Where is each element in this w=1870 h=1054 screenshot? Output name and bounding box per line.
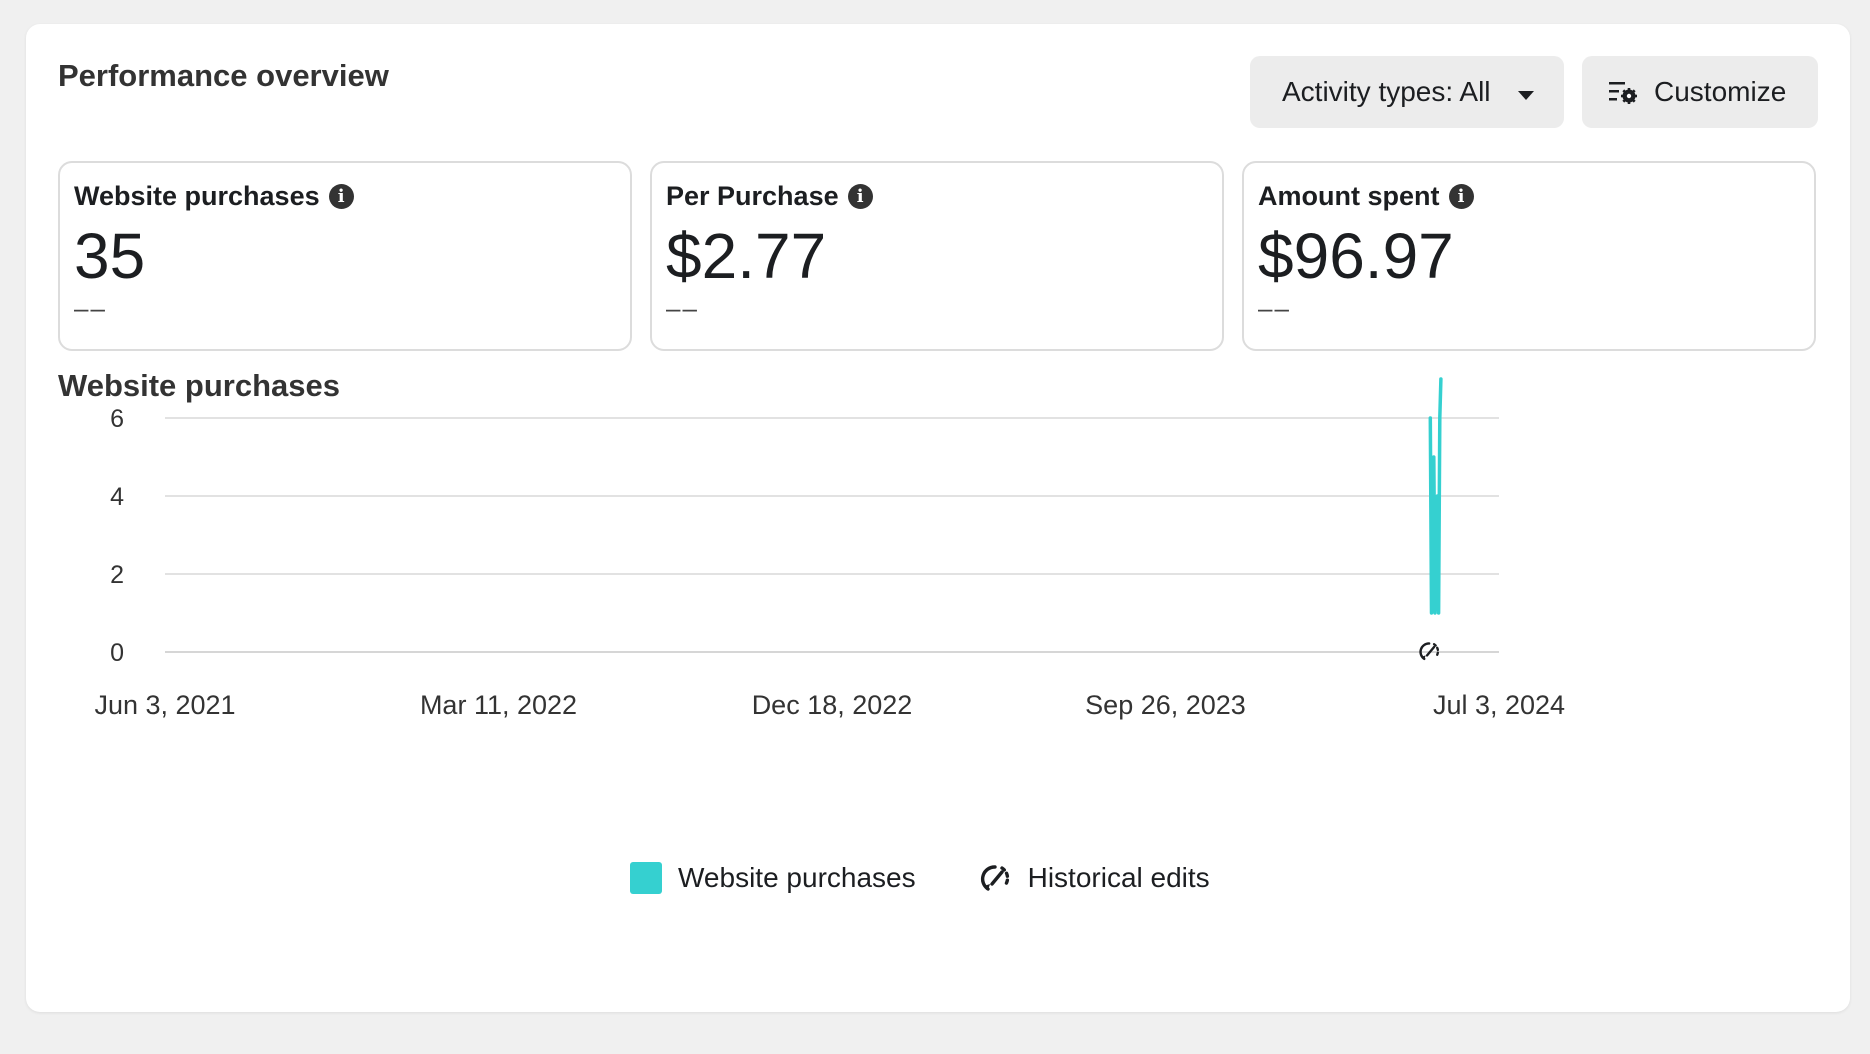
- customize-button[interactable]: Customize: [1582, 56, 1818, 128]
- metric-change: ––: [1258, 293, 1291, 323]
- metric-label-row: Amount spent i: [1258, 181, 1474, 212]
- activity-types-dropdown[interactable]: Activity types: All: [1250, 56, 1564, 128]
- customize-settings-icon: [1608, 79, 1638, 105]
- legend-label: Website purchases: [678, 862, 916, 893]
- historical-edit-icon: [978, 862, 1014, 894]
- metric-label: Website purchases: [74, 181, 320, 211]
- metric-change: ––: [74, 293, 107, 323]
- metric-label-row: Per Purchase i: [666, 181, 873, 212]
- metric-label: Per Purchase: [666, 181, 839, 211]
- caret-down-icon: [1517, 76, 1535, 108]
- legend-label: Historical edits: [1027, 862, 1210, 893]
- info-icon[interactable]: i: [847, 184, 873, 209]
- x-tick-label: Sep 26, 2023: [1085, 690, 1246, 720]
- metric-change: ––: [666, 293, 699, 323]
- legend-item-historical-edits[interactable]: Historical edits: [978, 862, 1210, 894]
- metric-value: $2.77: [666, 220, 827, 292]
- x-tick-label: Jul 3, 2024: [1433, 690, 1565, 720]
- x-tick-label: Jun 3, 2021: [94, 690, 235, 720]
- info-icon[interactable]: i: [328, 184, 354, 209]
- page-title: Performance overview: [58, 58, 389, 93]
- y-tick-label: 0: [110, 639, 124, 667]
- series-line: [1428, 377, 1443, 615]
- metric-card-amount-spent[interactable]: Amount spent i $96.97 ––: [1242, 161, 1816, 351]
- metric-label: Amount spent: [1258, 181, 1440, 211]
- legend-swatch: [630, 862, 662, 894]
- y-tick-label: 4: [110, 483, 124, 511]
- y-tick-label: 2: [110, 561, 124, 589]
- metric-label-row: Website purchases i: [74, 181, 354, 212]
- metric-card-website-purchases[interactable]: Website purchases i 35 ––: [58, 161, 632, 351]
- customize-label: Customize: [1654, 76, 1787, 107]
- y-tick-label: 6: [110, 405, 124, 433]
- activity-types-label: Activity types: All: [1282, 76, 1491, 107]
- historical-edit-icon[interactable]: [1419, 642, 1440, 661]
- x-tick-label: Dec 18, 2022: [752, 690, 913, 720]
- chart-legend: Website purchases Historical edits: [630, 862, 1210, 894]
- metric-card-per-purchase[interactable]: Per Purchase i $2.77 ––: [650, 161, 1224, 351]
- legend-item-website-purchases[interactable]: Website purchases: [630, 862, 916, 894]
- metric-value: $96.97: [1258, 220, 1454, 292]
- chart-title: Website purchases: [58, 368, 340, 403]
- info-icon[interactable]: i: [1448, 184, 1474, 209]
- performance-overview-card: Performance overview Activity types: All: [26, 24, 1850, 1012]
- website-purchases-chart[interactable]: 0 2 4 6 Jun 3, 2021 Mar 11, 2022 Dec 18, 2022 S…: [26, 24, 1850, 1012]
- x-tick-label: Mar 11, 2022: [420, 690, 577, 720]
- metric-value: 35: [74, 220, 146, 292]
